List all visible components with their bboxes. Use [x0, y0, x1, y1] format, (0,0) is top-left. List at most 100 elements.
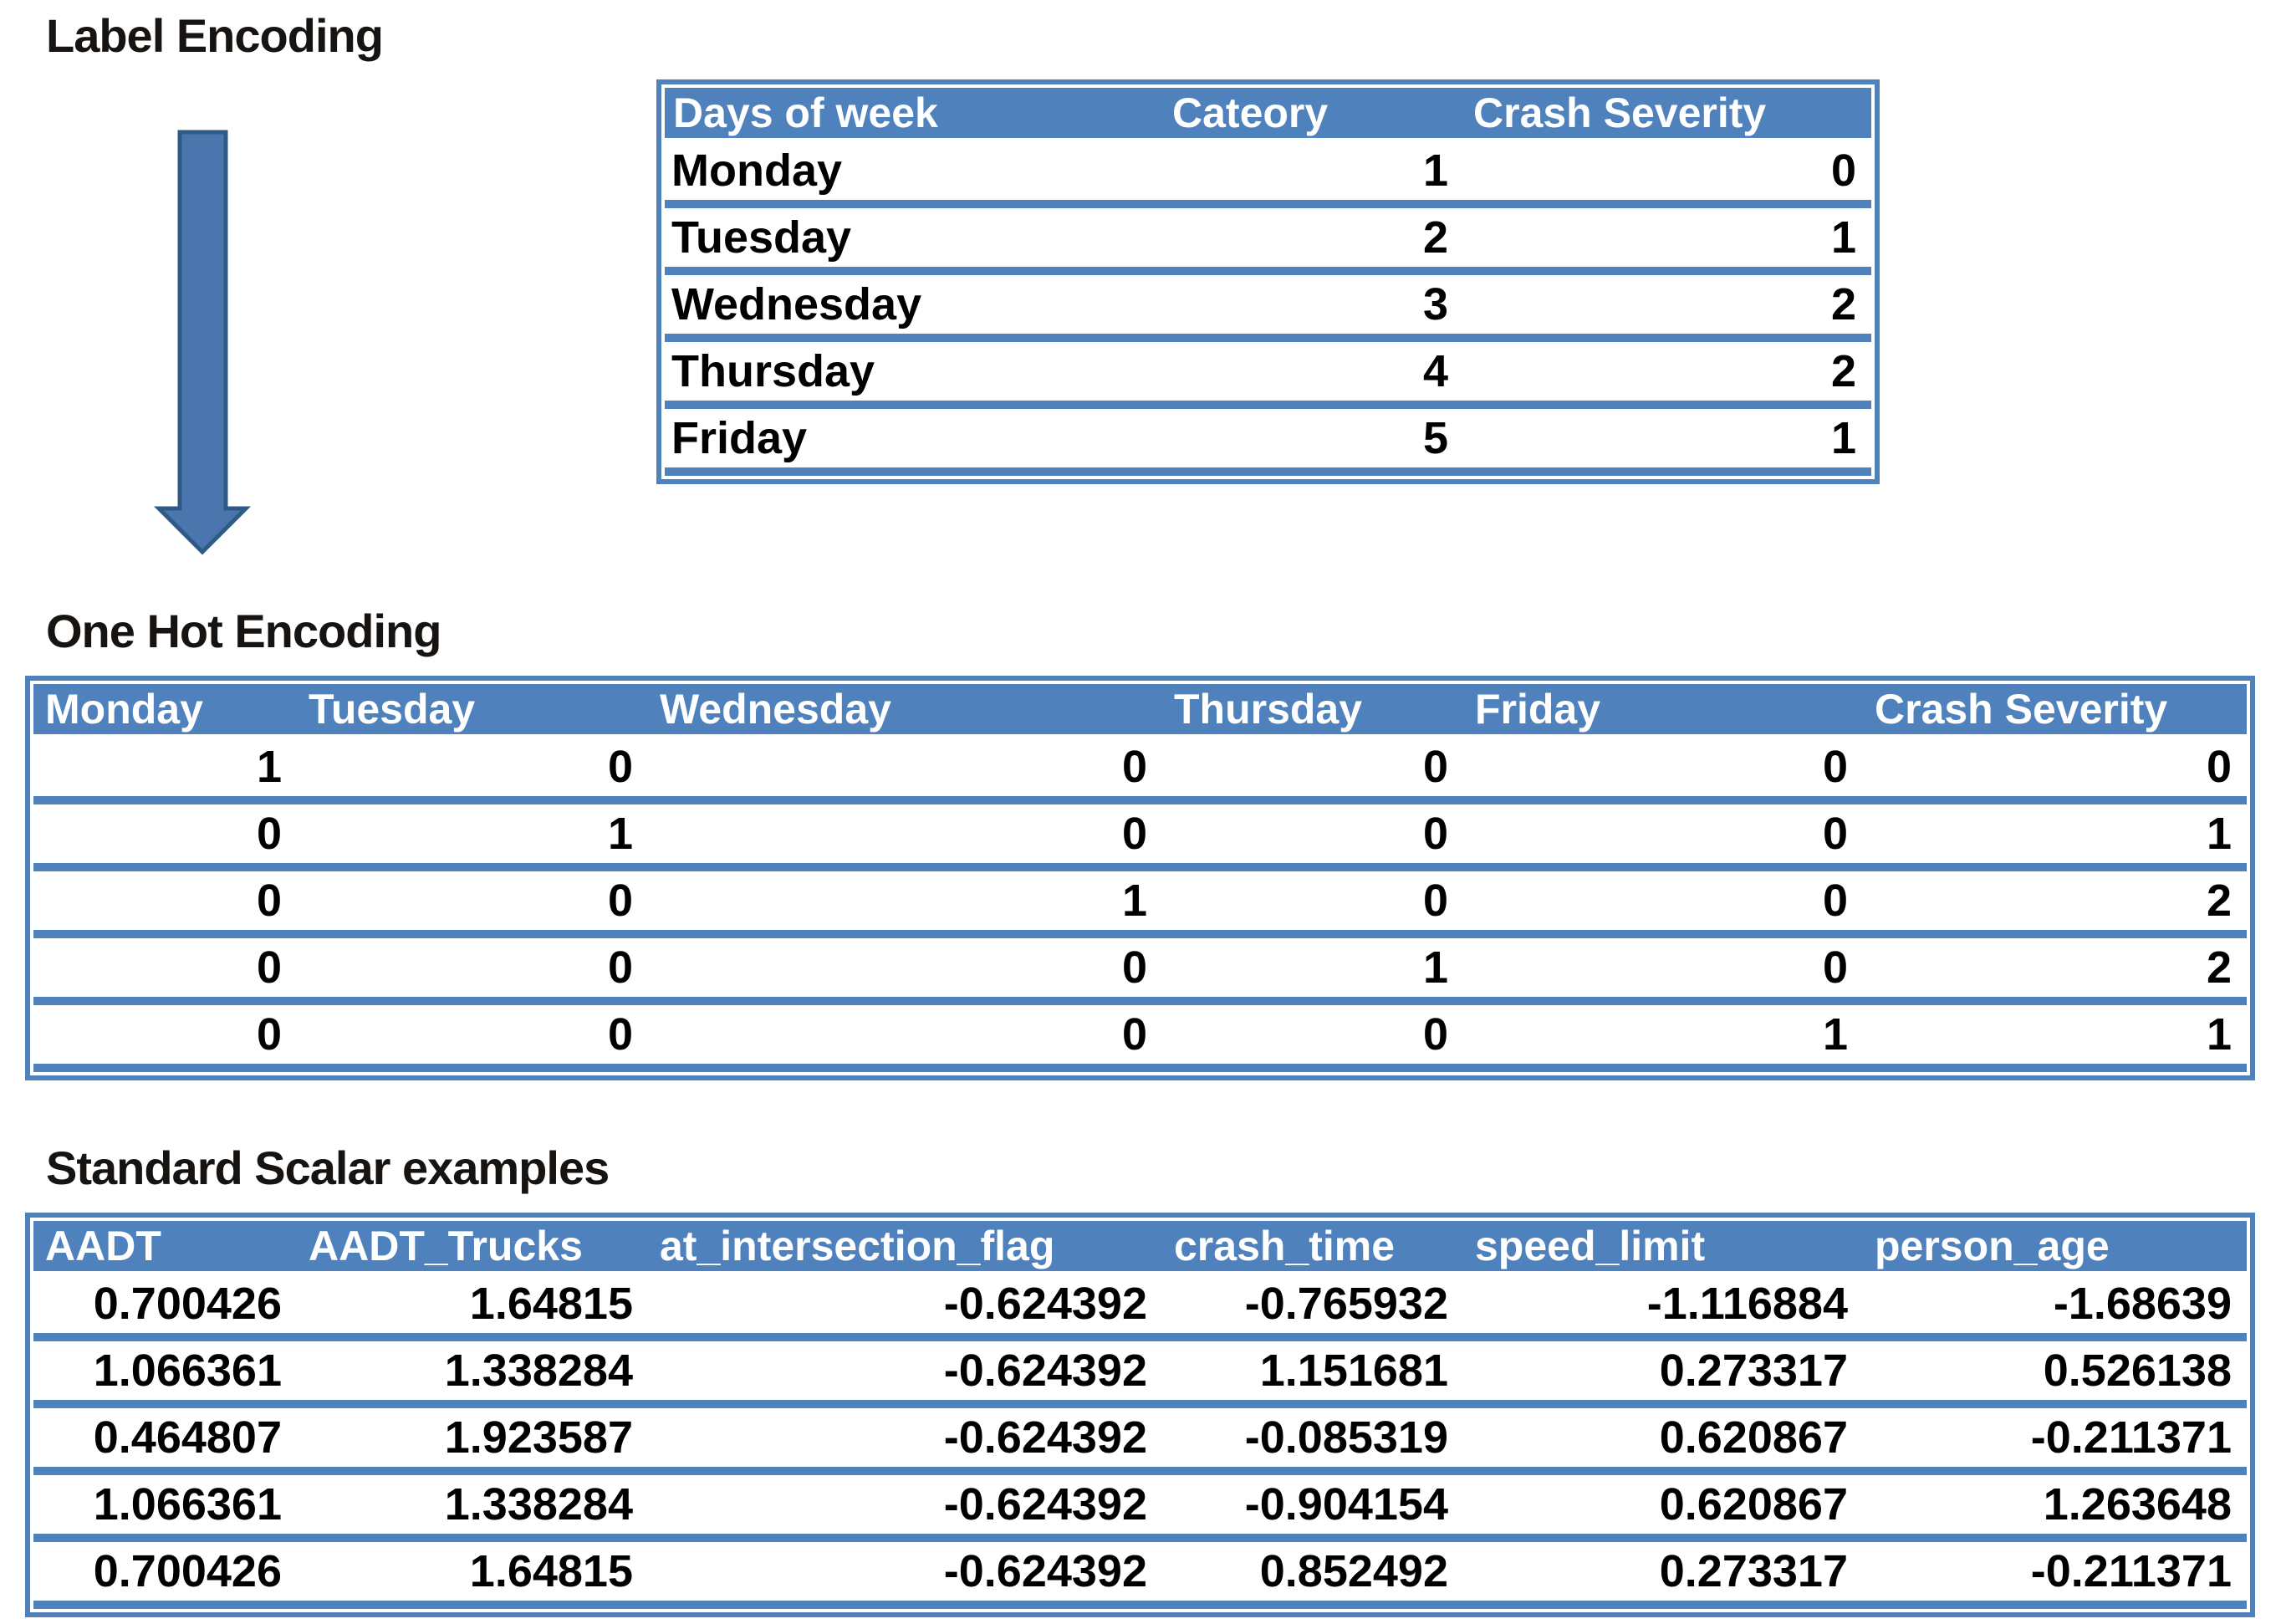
table-cell: 0.526138 — [2043, 1346, 2232, 1396]
table-row: Wednesday 3 2 — [665, 275, 1871, 342]
table-cell: 1 — [2206, 1009, 2232, 1060]
table-cell: 0.700426 — [93, 1279, 282, 1329]
down-arrow-icon — [153, 130, 252, 555]
table-cell: 1 — [1830, 212, 1856, 263]
table-cell: 2 — [2206, 942, 2232, 993]
table-header-row: Days of week Cateory Crash Severity — [665, 88, 1871, 138]
column-header: person_age — [1875, 1223, 2110, 1269]
table-cell: Friday — [671, 413, 808, 463]
table-cell: 1.338284 — [444, 1479, 633, 1530]
table-cell: -0.211371 — [2030, 1546, 2232, 1596]
table-cell: -0.085319 — [1244, 1412, 1448, 1463]
table-row: 1.066361 1.338284 -0.624392 1.151681 0.27331… — [33, 1341, 2247, 1408]
table-cell: 0 — [256, 876, 282, 926]
table-cell: -1.68639 — [2053, 1279, 2232, 1329]
table-row: 1 0 0 0 0 0 — [33, 738, 2247, 804]
table-cell: 2 — [1830, 279, 1856, 329]
column-header: at_intersection_flag — [660, 1223, 1055, 1269]
table-cell: 1 — [1422, 942, 1448, 993]
table-cell: -0.904154 — [1244, 1479, 1448, 1530]
table-cell: 0 — [607, 742, 633, 792]
table-cell: 2 — [1830, 346, 1856, 396]
column-header: Monday — [45, 686, 203, 733]
table-cell: 1.151681 — [1259, 1346, 1448, 1396]
table-cell: 0.700426 — [93, 1546, 282, 1596]
one-hot-encoding-title: One Hot Encoding — [46, 605, 441, 657]
table-row: Tuesday 2 1 — [665, 208, 1871, 275]
standard-scalar-title: Standard Scalar examples — [46, 1141, 610, 1194]
table-cell: 0 — [1822, 809, 1848, 859]
table-cell: 0 — [607, 1009, 633, 1060]
table-row: 0 0 0 1 0 2 — [33, 938, 2247, 1005]
table-cell: 0 — [256, 809, 282, 859]
table-cell: 0 — [256, 1009, 282, 1060]
column-header: crash_time — [1174, 1223, 1396, 1269]
table-row: 0 0 0 0 1 1 — [33, 1005, 2247, 1072]
table-cell: 1 — [1830, 413, 1856, 463]
table-cell: 0 — [607, 942, 633, 993]
table-cell: 1 — [256, 742, 282, 792]
standard-scalar-table: AADT AADT_Trucks at_intersection_flag crash… — [25, 1213, 2255, 1617]
table-cell: 0 — [1422, 1009, 1448, 1060]
column-header: Tuesday — [309, 686, 476, 733]
table-cell: 1 — [607, 809, 633, 859]
column-header: Days of week — [673, 89, 938, 136]
table-cell: 0 — [1822, 942, 1848, 993]
table-row: Friday 5 1 — [665, 409, 1871, 476]
table-cell: -0.624392 — [943, 1546, 1147, 1596]
table-cell: 0 — [1121, 742, 1147, 792]
table-cell: 0.852492 — [1259, 1546, 1448, 1596]
table-cell: 1.923587 — [444, 1412, 633, 1463]
table-cell: 0 — [256, 942, 282, 993]
table-cell: 0.273317 — [1659, 1546, 1848, 1596]
table-cell: 0 — [1422, 809, 1448, 859]
table-row: 1.066361 1.338284 -0.624392 -0.904154 0.6208… — [33, 1475, 2247, 1542]
label-encoding-table: Days of week Cateory Crash Severity Monday… — [656, 79, 1880, 484]
table-header-row: AADT AADT_Trucks at_intersection_flag crash… — [33, 1221, 2247, 1271]
column-header: speed_limit — [1475, 1223, 1706, 1269]
column-header: Cateory — [1172, 89, 1329, 136]
table-cell: -0.211371 — [2030, 1412, 2232, 1463]
table-header-row: Monday Tuesday Wednesday Thursday Friday Cras… — [33, 684, 2247, 734]
one-hot-encoding-table: Monday Tuesday Wednesday Thursday Friday Cras… — [25, 676, 2255, 1080]
column-header: Crash Severity — [1875, 686, 2168, 733]
table-cell: 0 — [1830, 146, 1856, 196]
table-cell: 1 — [1822, 1009, 1848, 1060]
table-cell: 5 — [1422, 413, 1448, 463]
table-cell: 1.338284 — [444, 1346, 633, 1396]
table-cell: 1.066361 — [93, 1479, 282, 1530]
table-cell: 0 — [1121, 1009, 1147, 1060]
table-cell: -0.624392 — [943, 1479, 1147, 1530]
table-cell: 0 — [2206, 742, 2232, 792]
table-cell: 0 — [1422, 742, 1448, 792]
table-cell: -0.624392 — [943, 1346, 1147, 1396]
table-row: Monday 1 0 — [665, 141, 1871, 208]
table-cell: 0 — [1121, 809, 1147, 859]
table-cell: Thursday — [671, 346, 875, 396]
table-row: 0 0 1 0 0 2 — [33, 871, 2247, 938]
table-cell: 0.620867 — [1659, 1479, 1848, 1530]
table-cell: 0 — [1822, 742, 1848, 792]
table-cell: 1 — [2206, 809, 2232, 859]
table-cell: Wednesday — [671, 279, 922, 329]
column-header: Thursday — [1174, 686, 1363, 733]
column-header: Friday — [1475, 686, 1601, 733]
table-cell: -1.116884 — [1646, 1279, 1848, 1329]
table-row: 0 1 0 0 0 1 — [33, 804, 2247, 871]
table-cell: -0.624392 — [943, 1412, 1147, 1463]
label-encoding-title: Label Encoding — [46, 9, 384, 62]
column-header: Crash Severity — [1473, 89, 1767, 136]
table-cell: 1.263648 — [2043, 1479, 2232, 1530]
table-row: 0.700426 1.64815 -0.624392 0.852492 0.273317… — [33, 1542, 2247, 1609]
table-cell: -0.624392 — [943, 1279, 1147, 1329]
table-cell: 0.273317 — [1659, 1346, 1848, 1396]
table-cell: 1 — [1422, 146, 1448, 196]
table-cell: 2 — [1422, 212, 1448, 263]
table-cell: Tuesday — [671, 212, 852, 263]
table-cell: 0.620867 — [1659, 1412, 1848, 1463]
table-cell: 1.64815 — [469, 1279, 633, 1329]
table-cell: 0 — [1822, 876, 1848, 926]
table-cell: 1.64815 — [469, 1546, 633, 1596]
table-cell: 4 — [1422, 346, 1448, 396]
